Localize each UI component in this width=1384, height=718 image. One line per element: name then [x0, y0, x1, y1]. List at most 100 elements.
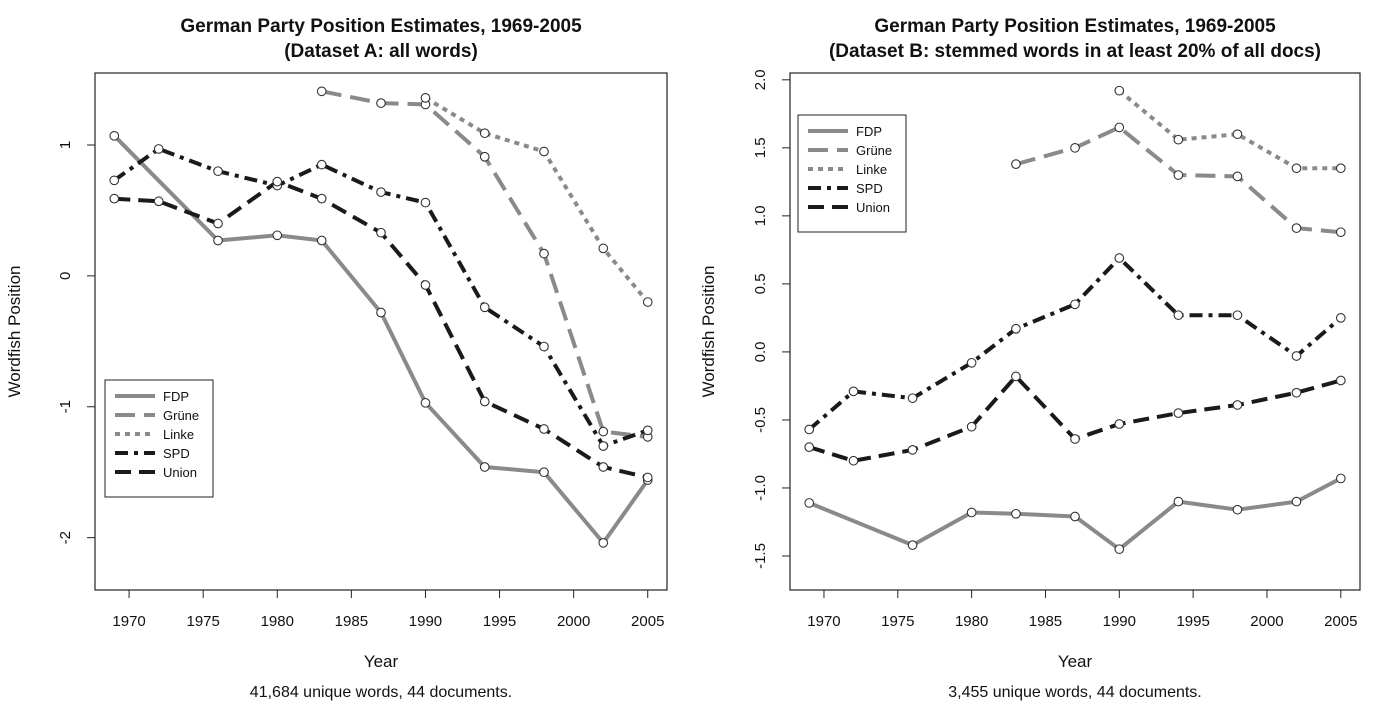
y-tick-label: 0.0 [752, 341, 769, 362]
x-tick-label: 1995 [483, 613, 516, 630]
data-point-spd [642, 425, 653, 436]
chart-caption: 3,455 unique words, 44 documents. [948, 684, 1202, 701]
data-point-grüne [316, 86, 327, 97]
data-point-union [848, 455, 859, 466]
x-tick-label: 1995 [1176, 613, 1209, 630]
data-point-spd [1114, 253, 1125, 263]
data-point-spd [1232, 310, 1243, 321]
data-point-union [598, 462, 609, 472]
y-axis-label: Wordfish Position [5, 266, 24, 398]
data-point-linke [1173, 134, 1184, 145]
data-point-linke [1291, 163, 1302, 174]
data-point-spd [966, 357, 977, 368]
legend-label-grüne: Grüne [163, 408, 199, 423]
x-tick-label: 1980 [955, 613, 988, 630]
series-line-fdp [112, 134, 650, 545]
y-tick-label: 0.5 [752, 273, 769, 294]
data-point-fdp [539, 467, 549, 478]
data-point-union [420, 280, 431, 290]
data-point-grüne [1232, 171, 1243, 182]
data-point-linke [479, 128, 490, 139]
chart-caption: 41,684 unique words, 44 documents. [250, 684, 512, 701]
data-point-fdp [420, 397, 431, 408]
data-point-fdp [907, 540, 918, 550]
x-axis-label: Year [364, 652, 399, 671]
data-point-fdp [109, 130, 120, 141]
data-point-union [213, 218, 223, 229]
data-point-grüne [1173, 170, 1184, 180]
y-tick-label: -2 [57, 531, 74, 544]
x-tick-label: 1975 [186, 613, 219, 630]
data-point-linke [1114, 85, 1125, 96]
x-axis-label: Year [1058, 652, 1093, 671]
data-point-spd [1011, 323, 1021, 334]
x-tick-label: 2005 [631, 613, 664, 630]
data-point-union [1011, 371, 1021, 382]
x-tick-label: 2000 [557, 613, 590, 630]
data-point-fdp [1335, 473, 1346, 484]
data-point-fdp [804, 498, 815, 508]
data-point-fdp [1070, 511, 1080, 522]
y-tick-label: 0 [57, 272, 74, 280]
y-tick-label: 2.0 [752, 69, 769, 90]
data-point-union [479, 396, 490, 407]
series-line-linke [1118, 89, 1341, 171]
data-point-union [539, 424, 549, 434]
legend-label-spd: SPD [163, 446, 190, 461]
data-point-fdp [479, 462, 490, 472]
data-point-grüne [1114, 122, 1125, 133]
y-tick-label: -1.0 [752, 475, 769, 501]
data-point-linke [1335, 163, 1346, 174]
data-point-union [316, 193, 327, 204]
data-point-grüne [539, 248, 549, 259]
x-tick-label: 1970 [112, 613, 145, 630]
chart-legend: FDP Grüne Linke SPD Union [104, 379, 214, 498]
x-tick-label: 1990 [409, 613, 442, 630]
data-point-spd [213, 166, 223, 177]
legend-label-fdp: FDP [856, 124, 882, 139]
data-point-union [966, 421, 977, 432]
legend-label-linke: Linke [856, 162, 887, 177]
chart-subtitle: (Dataset B: stemmed words in at least 20… [829, 41, 1321, 62]
data-point-grüne [479, 151, 490, 162]
data-point-union [1232, 400, 1243, 410]
data-point-union [642, 472, 653, 483]
x-tick-label: 1970 [807, 613, 840, 630]
data-point-union [272, 176, 283, 187]
data-point-union [907, 445, 918, 455]
y-tick-label: -1 [57, 400, 74, 413]
y-tick-label: 1.0 [752, 205, 769, 226]
data-point-union [376, 227, 386, 238]
series-line-linke [424, 96, 650, 304]
legend-label-fdp: FDP [163, 389, 189, 404]
data-point-spd [153, 144, 164, 154]
data-point-fdp [1291, 496, 1302, 507]
data-point-linke [642, 297, 653, 307]
chart-title: German Party Position Estimates, 1969-20… [874, 16, 1276, 37]
data-point-spd [376, 187, 386, 197]
data-point-fdp [1232, 504, 1243, 515]
series-line-union [808, 374, 1342, 463]
legend-box [104, 379, 214, 498]
data-point-fdp [598, 538, 609, 548]
chart-subtitle: (Dataset A: all words) [284, 41, 478, 62]
data-point-fdp [966, 507, 977, 518]
y-tick-label: -1.5 [752, 543, 769, 569]
data-point-linke [539, 146, 549, 157]
data-point-union [1291, 387, 1302, 398]
data-point-grüne [1070, 142, 1080, 153]
data-point-spd [598, 441, 609, 451]
y-tick-label: 1.5 [752, 137, 769, 158]
data-point-grüne [1011, 159, 1021, 170]
data-point-fdp [376, 307, 386, 318]
data-point-union [1070, 434, 1080, 444]
data-point-union [1173, 408, 1184, 418]
chart-panel-2: German Party Position Estimates, 1969-20… [699, 16, 1361, 701]
data-point-union [1114, 419, 1125, 429]
legend-label-grüne: Grüne [856, 143, 892, 158]
chart-title: German Party Position Estimates, 1969-20… [180, 16, 582, 37]
data-point-union [109, 193, 120, 204]
data-point-spd [1173, 310, 1184, 321]
